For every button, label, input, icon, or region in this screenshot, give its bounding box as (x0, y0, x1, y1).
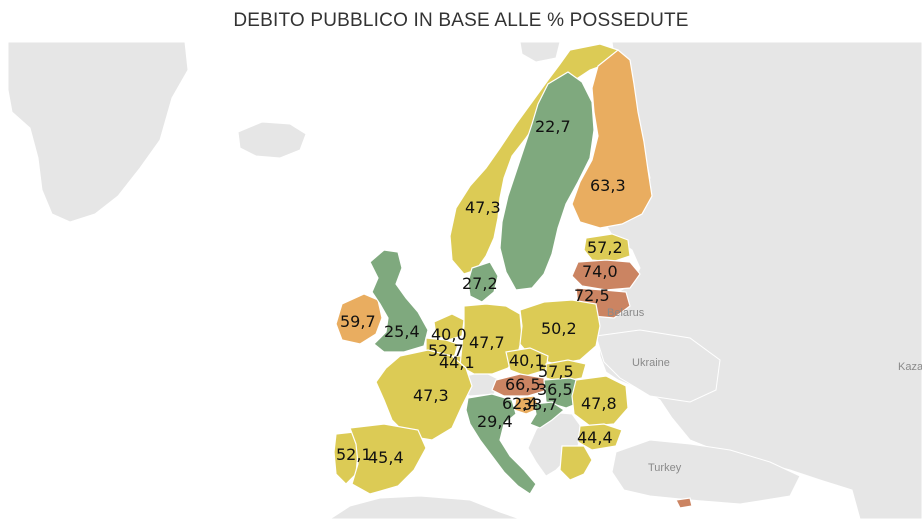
land-north-africa (329, 495, 521, 519)
region-slovakia[interactable] (545, 359, 587, 383)
label-netherlands: 40,0 (431, 325, 467, 344)
label-united-kingdom: 25,4 (384, 322, 420, 341)
label-sweden: 22,7 (535, 117, 571, 136)
label-spain: 45,4 (368, 448, 404, 467)
region-france[interactable] (375, 349, 473, 441)
place-label-kazakhstan: Kazak (898, 361, 922, 373)
label-bulgaria: 44,4 (577, 428, 613, 447)
label-norway: 47,3 (465, 198, 501, 217)
label-poland: 50,2 (541, 319, 577, 338)
region-finland[interactable] (571, 49, 653, 229)
label-slovakia: 57,5 (538, 362, 574, 381)
land-greenland (7, 42, 189, 223)
label-hungary: 36,5 (537, 380, 573, 399)
land-iceland (237, 121, 307, 159)
label-croatia: 33,7 (522, 395, 558, 414)
region-romania[interactable] (571, 375, 629, 427)
place-label-belarus: Belarus (607, 307, 645, 319)
region-bulgaria[interactable] (577, 423, 623, 451)
region-ireland[interactable] (335, 293, 383, 345)
label-denmark: 27,2 (462, 274, 498, 293)
label-romania: 47,8 (581, 394, 617, 413)
europe-map[interactable]: 22,7 63,3 47,3 57,2 74,0 72,5 27,2 59,7 … (0, 42, 922, 519)
region-croatia[interactable] (529, 401, 566, 429)
region-spain[interactable] (349, 423, 427, 495)
label-czechia: 40,1 (509, 351, 545, 370)
place-label-ukraine: Ukraine (632, 357, 670, 369)
label-austria: 66,5 (505, 375, 541, 394)
label-belgium: 52,7 (428, 341, 464, 360)
region-norway[interactable] (449, 43, 619, 275)
label-finland: 63,3 (590, 176, 626, 195)
label-france: 47,3 (413, 386, 449, 405)
label-latvia: 74,0 (582, 262, 618, 281)
land-ukraine (595, 329, 721, 403)
label-germany: 47,7 (469, 333, 505, 352)
label-italy: 29,4 (477, 412, 513, 431)
region-cyprus[interactable] (675, 497, 693, 509)
region-estonia[interactable] (583, 233, 631, 263)
region-latvia[interactable] (571, 259, 641, 291)
region-italy[interactable] (465, 393, 537, 495)
place-labels: Belarus Ukraine Turkey Kazak (607, 307, 922, 474)
label-lithuania: 72,5 (574, 286, 610, 305)
place-label-turkey: Turkey (648, 462, 682, 474)
region-united-kingdom[interactable] (369, 249, 429, 353)
label-estonia: 57,2 (587, 238, 623, 257)
label-luxembourg: 44,1 (439, 353, 475, 372)
region-denmark[interactable] (467, 261, 499, 303)
label-slovenia: 62,4 (502, 394, 538, 413)
land-turkey (611, 439, 801, 505)
background-land (7, 42, 922, 519)
region-sweden[interactable] (499, 71, 595, 291)
label-ireland: 59,7 (340, 312, 376, 331)
land-western-balkans (527, 411, 583, 477)
region-netherlands[interactable] (433, 313, 465, 341)
region-poland[interactable] (519, 299, 601, 365)
value-labels: 22,7 63,3 47,3 57,2 74,0 72,5 27,2 59,7 … (336, 117, 626, 467)
map-title: DEBITO PUBBLICO IN BASE ALLE % POSSEDUTE (233, 10, 689, 31)
region-greece[interactable] (559, 445, 593, 481)
land-svalbard (519, 42, 561, 63)
country-regions (333, 43, 693, 509)
region-austria[interactable] (491, 373, 549, 397)
label-portugal: 52,1 (336, 445, 372, 464)
